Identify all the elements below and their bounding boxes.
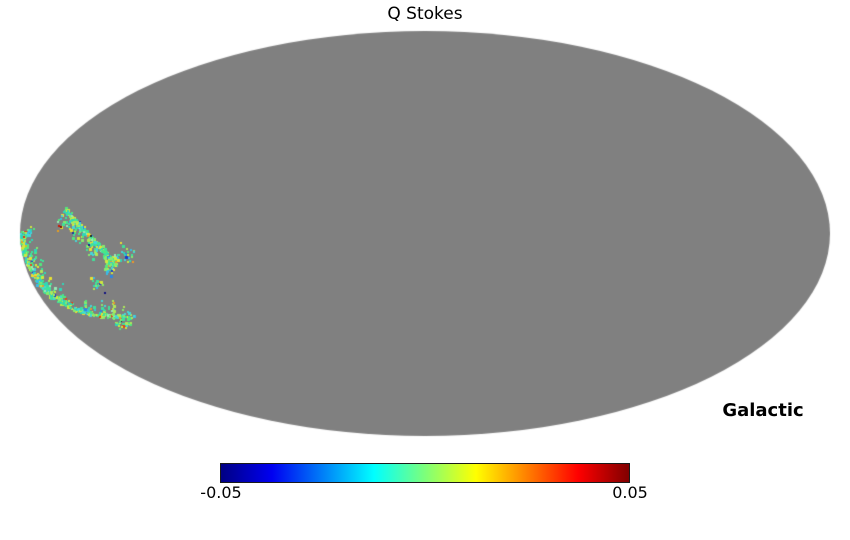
colorbar-max-label: 0.05	[612, 483, 648, 502]
colorbar	[220, 463, 630, 483]
coordinate-frame-label: Galactic	[722, 400, 804, 421]
colorbar-min-label: -0.05	[200, 483, 242, 502]
